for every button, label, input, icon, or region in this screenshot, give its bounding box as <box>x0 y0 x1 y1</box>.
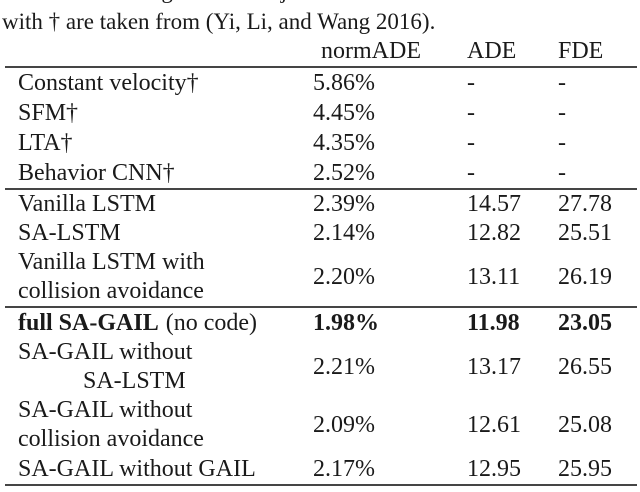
fde-cell: 26.19 <box>558 263 612 290</box>
method-line-2: collision avoidance <box>18 278 204 304</box>
normade-cell: 2.20% <box>313 263 375 290</box>
fde-cell: 25.51 <box>558 220 612 246</box>
method-line-2: SA-LSTM <box>83 368 186 394</box>
table-rule-mid-2 <box>5 306 637 308</box>
method-note: (no code) <box>165 309 257 336</box>
table-header-row: normADE ADE FDE <box>5 38 637 66</box>
normade-cell: 2.39% <box>313 191 375 217</box>
normade-cell: 4.45% <box>313 99 375 126</box>
normade-cell: 2.21% <box>313 353 375 380</box>
fde-cell: 23.05 <box>558 309 612 336</box>
table-rule-top <box>5 66 637 68</box>
table-row: SA-GAIL without SA-LSTM 2.21% 13.17 26.5… <box>5 338 637 396</box>
ade-cell: 13.11 <box>467 263 521 290</box>
ade-cell: 13.17 <box>467 353 521 380</box>
method-line-1: SA-GAIL without <box>18 397 193 423</box>
method-cell: LTA† <box>18 129 73 156</box>
fde-cell: 27.78 <box>558 191 612 217</box>
table-row: SA-LSTM 2.14% 12.82 25.51 <box>5 219 637 248</box>
fde-cell: - <box>558 159 566 186</box>
table-caption: Table 1: Error of generated trajectories… <box>2 0 638 37</box>
method-line-1: SA-GAIL without <box>18 339 193 365</box>
header-method <box>5 65 313 66</box>
method-cell: Constant velocity† <box>18 69 199 96</box>
normade-cell: 1.98% <box>313 309 379 336</box>
ade-cell: - <box>467 99 475 126</box>
table-row: Behavior CNN† 2.52% - - <box>5 158 637 188</box>
normade-cell: 2.52% <box>313 159 375 186</box>
ade-cell: - <box>467 69 475 96</box>
ade-cell: - <box>467 159 475 186</box>
fde-cell: - <box>558 129 566 156</box>
table-rule-mid-1 <box>5 188 637 190</box>
table-rule-bottom <box>5 484 637 486</box>
fde-cell: 25.95 <box>558 455 612 482</box>
header-ade: ADE <box>467 38 517 64</box>
method-cell: SFM† <box>18 99 79 126</box>
ade-cell: 12.61 <box>467 411 521 438</box>
table-row: Vanilla LSTM 2.39% 14.57 27.78 <box>5 190 637 219</box>
caption-line-2: with † are taken from (Yi, Li, and Wang … <box>2 9 436 34</box>
header-fde: FDE <box>558 38 604 64</box>
results-table: normADE ADE FDE Constant velocity† 5.86%… <box>5 38 637 486</box>
normade-cell: 2.14% <box>313 220 375 246</box>
method-cell: SA-GAIL without SA-LSTM <box>5 338 313 396</box>
table-row: SFM† 4.45% - - <box>5 98 637 128</box>
ade-cell: - <box>467 129 475 156</box>
method-cell: SA-LSTM <box>18 220 121 246</box>
ade-cell: 14.57 <box>467 191 521 217</box>
method-cell: full SA-GAIL (no code) <box>5 309 313 338</box>
method-name-bold: full SA-GAIL <box>18 309 159 336</box>
method-cell: Behavior CNN† <box>18 159 175 186</box>
method-cell: SA-GAIL without GAIL <box>18 455 256 482</box>
normade-cell: 4.35% <box>313 129 375 156</box>
ade-cell: 11.98 <box>467 309 520 336</box>
method-cell: SA-GAIL without collision avoidance <box>5 396 313 454</box>
table-row: Vanilla LSTM with collision avoidance 2.… <box>5 248 637 306</box>
normade-cell: 2.17% <box>313 455 375 482</box>
table-row: SA-GAIL without collision avoidance 2.09… <box>5 396 637 454</box>
method-cell: Vanilla LSTM with collision avoidance <box>5 248 313 306</box>
fde-cell: 25.08 <box>558 411 612 438</box>
caption-line-1: Table 1: Error of generated trajectories… <box>2 0 638 6</box>
normade-cell: 2.09% <box>313 411 375 438</box>
method-line-2: collision avoidance <box>18 426 204 452</box>
table-row: LTA† 4.35% - - <box>5 128 637 158</box>
ade-cell: 12.82 <box>467 220 521 246</box>
table-row: full SA-GAIL (no code) 1.98% 11.98 23.05 <box>5 308 637 338</box>
method-cell: Vanilla LSTM <box>18 191 156 217</box>
header-normade: normADE <box>321 38 421 64</box>
fde-cell: - <box>558 69 566 96</box>
table-row: Constant velocity† 5.86% - - <box>5 68 637 98</box>
method-line-1: Vanilla LSTM with <box>18 249 205 275</box>
fde-cell: 26.55 <box>558 353 612 380</box>
table-row: SA-GAIL without GAIL 2.17% 12.95 25.95 <box>5 454 637 484</box>
normade-cell: 5.86% <box>313 69 375 96</box>
fde-cell: - <box>558 99 566 126</box>
ade-cell: 12.95 <box>467 455 521 482</box>
